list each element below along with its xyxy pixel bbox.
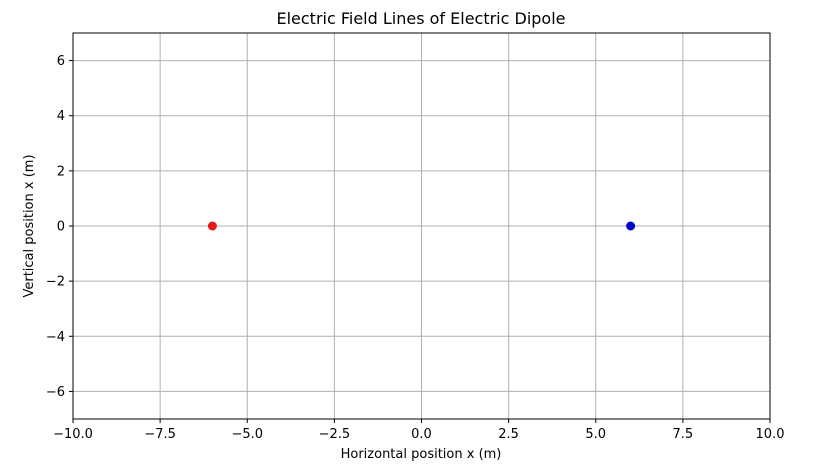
data-points [207, 221, 636, 231]
x-tick-label: −7.5 [144, 427, 176, 442]
y-tick-label: −4 [46, 330, 65, 345]
x-tick-label: 10.0 [756, 427, 785, 442]
grid [72, 33, 771, 419]
y-tick-label: 4 [57, 109, 65, 124]
x-axis-label: Horizontal position x (m) [341, 447, 502, 462]
y-tick-label: 0 [57, 220, 65, 235]
charge-point [626, 221, 636, 231]
x-axis-ticks: −10.0 −7.5 −5.0 −2.5 0.0 2.5 5.0 7.5 10.0 [53, 419, 784, 442]
x-tick-label: −5.0 [231, 427, 263, 442]
y-tick-label: −6 [46, 385, 65, 400]
y-tick-label: 2 [57, 164, 65, 179]
x-tick-label: 2.5 [498, 427, 519, 442]
chart-title: Electric Field Lines of Electric Dipole [276, 9, 565, 28]
y-tick-label: −2 [46, 275, 65, 290]
y-axis-label: Vertical position x (m) [22, 154, 37, 297]
x-tick-label: −2.5 [319, 427, 351, 442]
y-axis-ticks: −6 −4 −2 0 2 4 6 [46, 54, 73, 400]
x-tick-label: 5.0 [585, 427, 606, 442]
x-tick-label: 0.0 [411, 427, 432, 442]
x-tick-label: 7.5 [673, 427, 694, 442]
x-tick-label: −10.0 [53, 427, 93, 442]
y-tick-label: 6 [57, 54, 65, 69]
charge-point [207, 221, 217, 231]
